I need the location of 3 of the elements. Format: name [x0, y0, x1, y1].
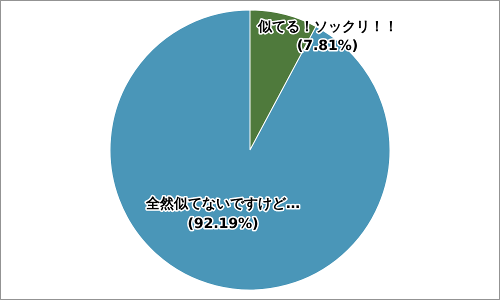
slice-label: 全然似てないですけど…	[144, 196, 300, 212]
data-label: (92.19%)	[187, 216, 259, 232]
slice-label: 似てる！ソックリ！！	[257, 19, 398, 35]
